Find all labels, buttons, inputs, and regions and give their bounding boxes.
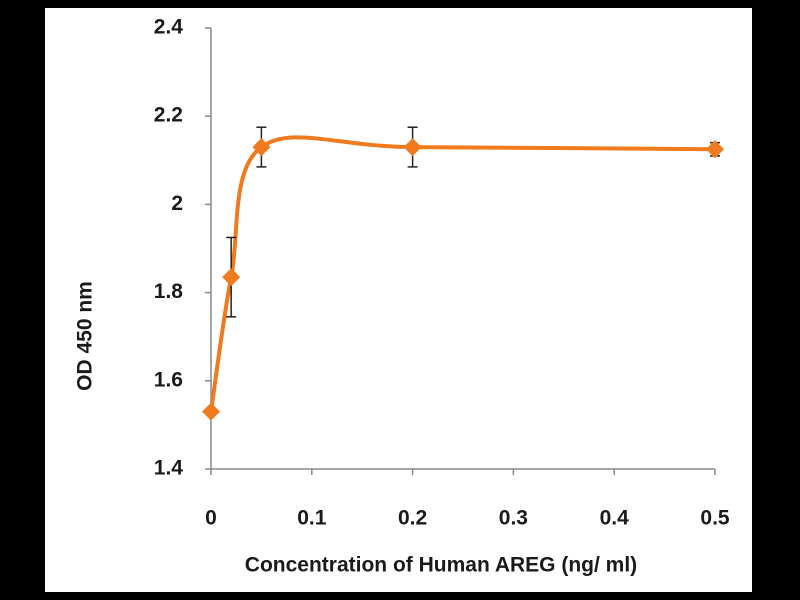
series-line <box>209 135 716 412</box>
marker <box>706 140 724 159</box>
marker <box>252 138 271 157</box>
marker <box>403 138 422 157</box>
marker <box>222 268 241 287</box>
plot-background <box>45 8 752 592</box>
x-tick-label: 0.5 <box>700 507 730 530</box>
x-tick-label: 0.1 <box>297 507 327 530</box>
marker <box>202 402 220 421</box>
y-tick-label: 1.8 <box>154 280 184 303</box>
y-tick-label: 2.2 <box>154 104 183 127</box>
x-tick-label: 0.2 <box>398 507 427 530</box>
x-tick-label: 0.3 <box>499 507 528 530</box>
y-tick-label: 2.4 <box>154 16 184 39</box>
y-tick-label: 2 <box>171 192 183 215</box>
y-axis-title: OD 450 nm <box>74 281 97 391</box>
x-tick-label: 0 <box>205 507 217 530</box>
x-axis-title: Concentration of Human AREG (ng/ ml) <box>245 554 637 577</box>
y-tick-label: 1.6 <box>154 368 183 391</box>
x-tick-label: 0.4 <box>600 507 630 530</box>
y-tick-label: 1.4 <box>154 457 184 480</box>
